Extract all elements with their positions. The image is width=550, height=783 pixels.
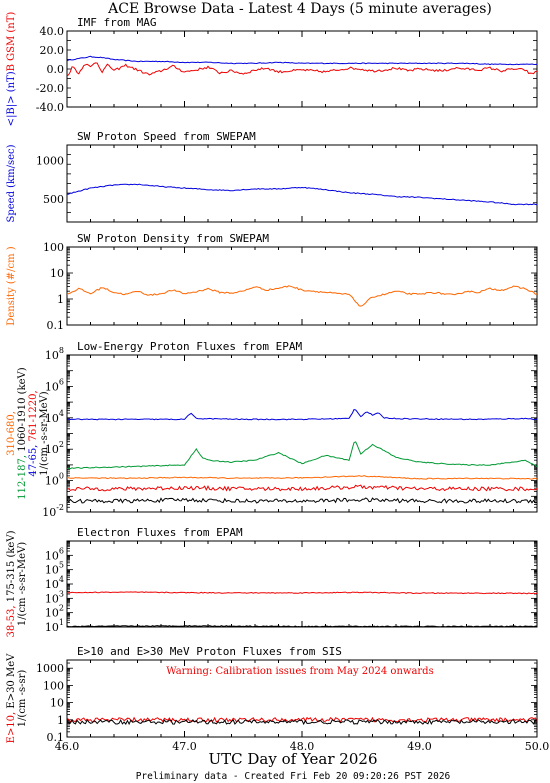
y-axis-label: 38-53, 175-315 (keV) <box>6 530 17 637</box>
x-axis-label: UTC Day of Year 2026 <box>209 750 378 768</box>
y-axis-label: Density (#/cm ) <box>6 246 17 325</box>
y-tick-label: 100 <box>45 472 64 488</box>
series-line <box>67 591 537 595</box>
y-tick-label: 1 <box>57 293 64 306</box>
y-axis-label: Speed (km/sec) <box>6 144 17 222</box>
series-line <box>67 716 537 724</box>
y-tick-label: 10 <box>50 267 64 280</box>
footer-text: Preliminary data - Created Fri Feb 20 09… <box>136 771 451 782</box>
panel-frame <box>66 540 538 628</box>
series-line <box>67 497 537 504</box>
series-line <box>67 285 537 307</box>
series-line <box>67 183 537 206</box>
panel-speed: 500 1000 SW Proton Speed from SWEPAM Speed … <box>6 130 538 223</box>
panel-title: E>10 and E>30 MeV Proton Fluxes from SIS <box>77 645 342 658</box>
figure-title: ACE Browse Data - Latest 4 Days (5 minut… <box>107 1 492 17</box>
y-tick-label: 20.0 <box>40 44 65 57</box>
y-tick-label: 104 <box>45 409 64 425</box>
series-line <box>67 718 537 726</box>
series-line <box>67 484 537 492</box>
y-axis-label: 310-680, <box>6 411 17 456</box>
x-tick-label: 46.0 <box>55 740 80 753</box>
y-tick-label: -20.0 <box>36 82 64 95</box>
y-tick-label: 10 <box>50 697 64 710</box>
panel-title: Electron Fluxes from EPAM <box>77 526 243 539</box>
series-line <box>67 62 537 77</box>
y-tick-label: 106 <box>45 546 64 562</box>
x-tick-label: 48.0 <box>290 740 315 753</box>
y-tick-label: 0.0 <box>47 63 65 76</box>
y-tick-label: 0.1 <box>47 731 65 744</box>
y-tick-label: 102 <box>45 604 64 620</box>
panel-frame <box>66 246 538 326</box>
y-tick-label: 102 <box>45 440 64 456</box>
x-tick-label: 49.0 <box>407 740 432 753</box>
y-axis-label: E>10, E>30 MeV <box>6 653 17 744</box>
series-line <box>67 441 537 470</box>
y-axis-label: <|B|> (nT)B GSM (nT) <box>6 12 17 127</box>
y-axis-label: 112-187, 1060-1910 (keV) <box>17 367 28 499</box>
y-tick-label: 108 <box>45 346 64 362</box>
panel-sis: 0.1 1 10 100 1000 E>10 and E>30 MeV Proton Fl… <box>6 645 538 744</box>
series-line <box>67 409 537 421</box>
y-tick-label: 103 <box>45 589 64 605</box>
y-tick-label: 106 <box>45 377 64 393</box>
y-tick-label: 1000 <box>36 662 64 675</box>
panel-frame <box>66 30 538 108</box>
y-tick-label: 105 <box>45 561 64 577</box>
panel-proton_flux: 10-2 100 102 104 106 108 Low-Energy Proton Flu… <box>6 340 538 519</box>
panel-title: SW Proton Density from SWEPAM <box>77 232 269 245</box>
series-line <box>67 624 537 627</box>
y-tick-label: 100 <box>43 241 64 254</box>
y-tick-label: 10-2 <box>42 503 64 519</box>
y-tick-label: 1000 <box>36 154 64 167</box>
y-tick-label: 40.0 <box>40 25 65 38</box>
panel-title: Low-Energy Proton Fluxes from EPAM <box>77 340 303 353</box>
y-tick-label: -40.0 <box>36 101 64 114</box>
y-axis-label: 1/(cm -s-sr-MeV) <box>17 542 28 626</box>
x-tick-label: 47.0 <box>172 740 197 753</box>
x-tick-label: 50.0 <box>525 740 550 753</box>
panel-title: SW Proton Speed from SWEPAM <box>77 130 256 143</box>
series-line <box>67 55 537 66</box>
panel-imf: -40.0 -20.0 0.0 20.0 40.0 IMF from MAG <|B|> (… <box>6 12 538 127</box>
panel-density: 0.1 1 10 100 SW Proton Density from SWEPAM De… <box>6 232 538 332</box>
y-axis-label: 47-65, 761-1220, <box>28 390 39 476</box>
y-tick-label: 100 <box>43 679 64 692</box>
panel-annotation: Warning: Calibration issues from May 202… <box>166 666 433 677</box>
y-axis-label: 1/(cm -s-sr-MeV) <box>39 391 50 475</box>
panel-frame <box>66 144 538 223</box>
y-tick-label: 0.1 <box>47 319 65 332</box>
y-tick-label: 500 <box>43 193 64 206</box>
panels-group: -40.0 -20.0 0.0 20.0 40.0 IMF from MAG <|B|> (… <box>6 12 538 744</box>
panel-title: IMF from MAG <box>77 16 156 29</box>
series-line <box>67 475 537 480</box>
y-axis-label: 1/(cm -s-sr) <box>17 670 28 728</box>
y-tick-label: 101 <box>45 618 64 634</box>
x-axis: 46.0 47.0 48.0 49.0 50.0 <box>55 740 550 753</box>
y-tick-label: 104 <box>45 575 64 591</box>
y-tick-label: 1 <box>57 714 64 727</box>
